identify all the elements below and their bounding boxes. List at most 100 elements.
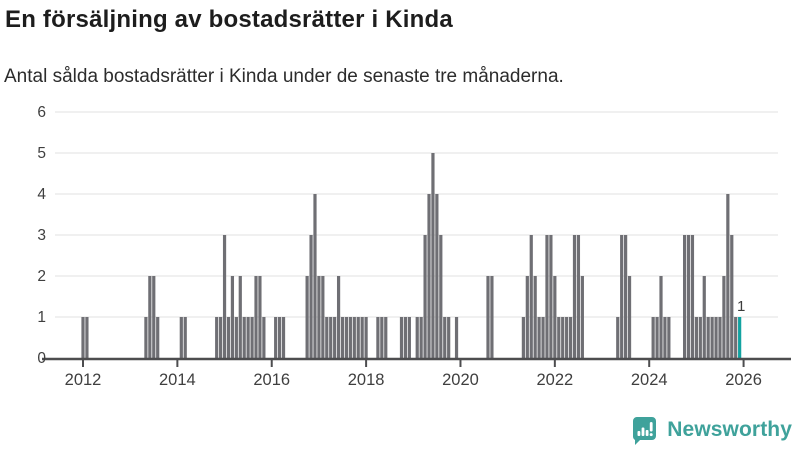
bar [238, 276, 242, 358]
bar [360, 317, 364, 358]
bar [344, 317, 349, 358]
bar [278, 317, 282, 358]
bar [317, 276, 321, 358]
bar [403, 317, 408, 358]
newsworthy-logo[interactable]: Newsworthy [630, 414, 792, 446]
bar [439, 235, 443, 358]
page-title: En försäljning av bostadsrätter i Kinda [5, 6, 453, 33]
bar [309, 235, 313, 358]
bar [545, 235, 549, 358]
bar [427, 194, 431, 358]
bar [144, 317, 148, 358]
bar [734, 317, 738, 358]
bar [407, 317, 411, 358]
bar [533, 276, 537, 358]
bar [156, 317, 160, 358]
bar [529, 235, 533, 358]
bar [698, 317, 702, 358]
x-tick-label: 2022 [536, 371, 573, 389]
bar [537, 317, 541, 358]
bar [686, 235, 691, 358]
x-tick-label: 2026 [725, 371, 762, 389]
bar [336, 276, 341, 358]
bar [262, 317, 266, 358]
bar [242, 317, 246, 358]
bar [250, 317, 254, 358]
bar [620, 235, 624, 358]
bar [702, 276, 706, 358]
bar [682, 235, 687, 358]
bar [553, 276, 557, 358]
bar-highlighted [738, 317, 742, 358]
bar [384, 317, 388, 358]
bar [521, 317, 525, 358]
bar [148, 276, 152, 358]
bar [81, 317, 85, 358]
bar [258, 276, 262, 358]
x-tick-label: 2016 [253, 371, 290, 389]
bar [419, 317, 423, 358]
bar [557, 317, 561, 358]
bar [234, 317, 238, 358]
bar [364, 317, 368, 358]
bar [667, 317, 671, 358]
bar [380, 317, 384, 358]
brand-name: Newsworthy [667, 418, 792, 441]
bar [246, 317, 250, 358]
bar [549, 235, 553, 358]
x-tick-label: 2020 [442, 371, 479, 389]
bar [541, 317, 545, 358]
bar [568, 317, 573, 358]
x-tick-label: 2014 [159, 371, 196, 389]
x-tick-label: 2012 [65, 371, 102, 389]
bar [399, 317, 404, 358]
bar [714, 317, 718, 358]
bar [663, 317, 667, 358]
bar [659, 276, 663, 358]
bar [572, 235, 577, 358]
y-tick-label: 0 [37, 350, 46, 367]
bar [655, 317, 659, 358]
bar [561, 317, 565, 358]
bar [281, 317, 286, 358]
bar [443, 317, 447, 358]
bar [730, 235, 734, 358]
bar [219, 317, 223, 358]
chart-subtitle: Antal sålda bostadsrätter i Kinda under … [4, 66, 564, 87]
bar [329, 317, 333, 358]
bar [415, 317, 419, 358]
bar [718, 317, 722, 358]
highlight-value-label: 1 [737, 298, 745, 315]
bar [706, 317, 710, 358]
bar [183, 317, 187, 358]
bar [627, 276, 632, 358]
bar [490, 276, 494, 358]
bar [435, 194, 439, 358]
bar [85, 317, 89, 358]
bar [352, 317, 356, 358]
bar [454, 317, 459, 358]
bar [651, 317, 655, 358]
bar [230, 276, 235, 358]
bar [431, 153, 435, 358]
bar [726, 194, 730, 358]
bar [576, 235, 581, 358]
bar [616, 317, 620, 358]
bar [348, 317, 352, 358]
bar [486, 276, 490, 358]
bar [710, 317, 714, 358]
bar [305, 276, 309, 358]
bar [215, 317, 219, 358]
bar [580, 276, 584, 358]
bar [722, 276, 726, 358]
newsworthy-bubble-chart-icon [633, 417, 657, 445]
bar [254, 276, 258, 358]
bar [274, 317, 278, 358]
bar [376, 317, 380, 358]
bar [321, 276, 325, 358]
bar [333, 317, 337, 358]
bar [525, 276, 529, 358]
x-tick-label: 2024 [631, 371, 668, 389]
